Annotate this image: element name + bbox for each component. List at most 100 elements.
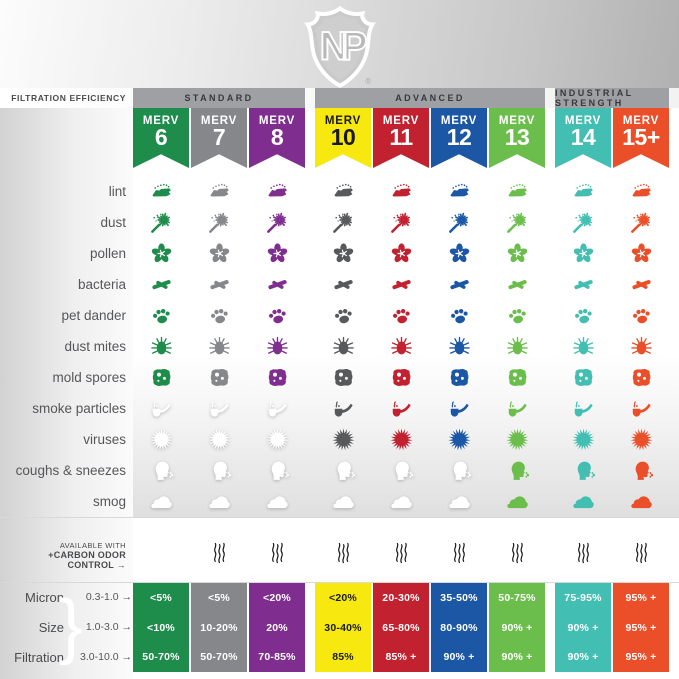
mold-spore-icon — [191, 362, 247, 393]
registered-mark: ® — [365, 77, 371, 86]
cough-icon — [613, 455, 669, 486]
lint-icon — [191, 176, 247, 207]
dust-mite-icon — [555, 331, 611, 362]
dust-mite-icon — [431, 331, 487, 362]
divider-top-carbon — [0, 517, 679, 518]
pipe-icon — [613, 393, 669, 424]
mold-spore-icon — [315, 362, 371, 393]
bacteria-icon — [613, 269, 669, 300]
cough-icon — [315, 455, 371, 486]
logo-letters: NP — [320, 25, 366, 69]
cough-icon — [431, 455, 487, 486]
virus-icon — [555, 424, 611, 455]
pipe-icon — [133, 393, 189, 424]
lint-icon — [249, 176, 305, 207]
pipe-icon — [373, 393, 429, 424]
percent-column-merv-7: <5% 10-20% 50-70% — [191, 583, 247, 672]
smog-icon — [191, 486, 247, 517]
percent-cell: 90% + — [443, 651, 475, 664]
merv-banner-label: MERV — [382, 115, 420, 127]
merv-banner-number: 7 — [212, 124, 226, 150]
lint-icon — [489, 176, 545, 207]
paw-icon — [191, 300, 247, 331]
merv-banner-label: MERV — [200, 115, 238, 127]
percent-cell: 50-70% — [200, 651, 238, 664]
percent-cell: 85% + — [385, 651, 417, 664]
mold-spore-icon — [431, 362, 487, 393]
bacteria-icon — [373, 269, 429, 300]
merv-banner-label: MERV — [440, 115, 478, 127]
percent-column-merv-13: 50-75% 90% + 90% + — [489, 583, 545, 672]
merv-banner-13: MERV 13 — [489, 108, 545, 168]
percent-cell: 95% + — [625, 591, 657, 604]
paw-icon — [555, 300, 611, 331]
row-label-mold-spores: mold spores — [52, 370, 126, 385]
micron-range-label: 3.0-10.0 → — [80, 650, 132, 663]
divider-bottom-carbon — [0, 582, 679, 583]
percent-cell: 75-95% — [564, 591, 602, 604]
bacteria-icon — [431, 269, 487, 300]
percent-cell: 90% + — [501, 621, 533, 634]
dust-mite-icon — [249, 331, 305, 362]
percent-cell: 30-40% — [324, 621, 362, 634]
percent-cell: 10-20% — [200, 621, 238, 634]
virus-icon — [315, 424, 371, 455]
merv-banner-label: MERV — [622, 115, 660, 127]
virus-icon — [191, 424, 247, 455]
bottom-row-label-filtration: Filtration — [14, 649, 64, 665]
percent-column-merv-15+: 95% + 95% + 95% + — [613, 583, 669, 672]
percent-column-merv-8: <20% 20% 70-85% — [249, 583, 305, 672]
virus-icon — [431, 424, 487, 455]
smog-icon — [315, 486, 371, 517]
pipe-icon — [249, 393, 305, 424]
smog-icon — [613, 486, 669, 517]
merv-banner-number: 11 — [389, 124, 413, 150]
lint-icon — [555, 176, 611, 207]
merv-banner-number: 13 — [504, 124, 530, 150]
pollen-icon — [133, 238, 189, 269]
percent-cell: <20% — [263, 591, 291, 604]
paw-icon — [249, 300, 305, 331]
bottom-row-label-micron: Micron — [24, 590, 64, 606]
merv-banner-number: 14 — [570, 124, 596, 150]
cough-icon — [133, 455, 189, 486]
percent-cell: 90% + — [567, 621, 599, 634]
virus-icon — [133, 424, 189, 455]
smog-icon — [431, 486, 487, 517]
dust-icon — [249, 207, 305, 238]
cough-icon — [555, 455, 611, 486]
merv-banner-10: MERV 10 — [315, 108, 371, 168]
merv-banner-number: 15+ — [622, 124, 660, 150]
dust-icon — [555, 207, 611, 238]
percent-cell: <10% — [147, 621, 175, 634]
merv-banner-14: MERV 14 — [555, 108, 611, 168]
dust-mite-icon — [191, 331, 247, 362]
np-shield-logo: NP ® — [304, 6, 376, 88]
dust-icon — [315, 207, 371, 238]
group-band-industrial-strength: INDUSTRIAL STRENGTH — [555, 88, 669, 108]
lint-icon — [373, 176, 429, 207]
row-label-pollen: pollen — [89, 246, 126, 261]
percent-cell: 35-50% — [440, 591, 478, 604]
virus-icon — [373, 424, 429, 455]
mold-spore-icon — [613, 362, 669, 393]
bacteria-icon — [555, 269, 611, 300]
percent-cell: 95% + — [625, 651, 657, 664]
merv-banner-label: MERV — [142, 115, 180, 127]
percent-cell: 85% — [332, 651, 354, 664]
virus-icon — [249, 424, 305, 455]
merv-banner-11: MERV 11 — [373, 108, 429, 168]
bacteria-icon — [249, 269, 305, 300]
percent-column-merv-14: 75-95% 90% + 90% + — [555, 583, 611, 672]
mold-spore-icon — [555, 362, 611, 393]
dust-mite-icon — [373, 331, 429, 362]
row-label-dust: dust — [100, 215, 126, 230]
percent-cell: 90% + — [567, 651, 599, 664]
merv-banner-label: MERV — [564, 115, 602, 127]
percent-cell: <20% — [329, 591, 357, 604]
steam-icon — [489, 535, 545, 569]
percent-cell: 70-85% — [258, 651, 296, 664]
steam-icon — [249, 535, 305, 569]
row-label-pet-dander: pet dander — [61, 308, 126, 323]
table-shade — [133, 176, 679, 517]
